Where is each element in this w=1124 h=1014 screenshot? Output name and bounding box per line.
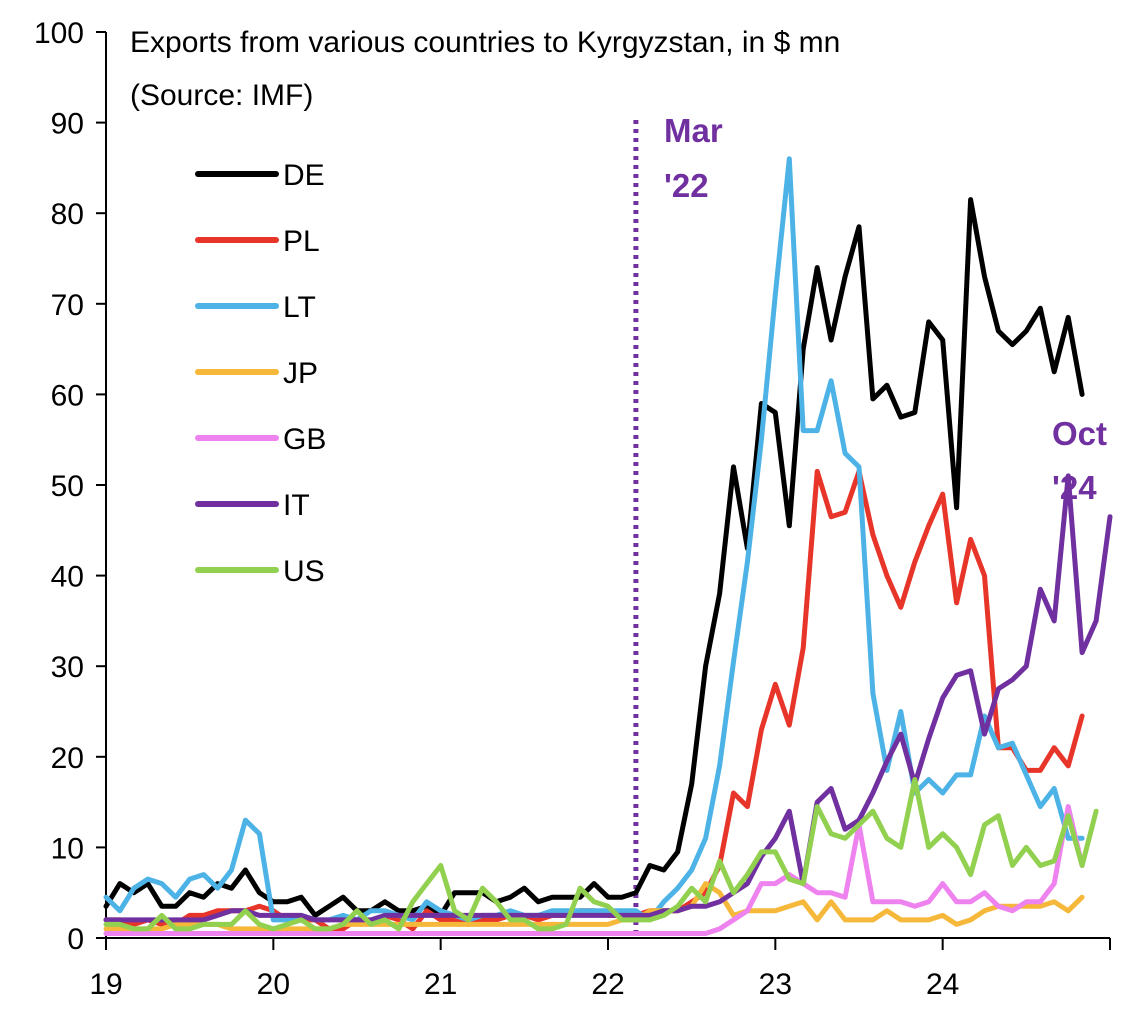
x-tick-label: 24 <box>926 968 959 1001</box>
x-tick-label: 19 <box>89 968 122 1001</box>
y-tick-label: 60 <box>51 379 84 412</box>
x-tick-label: 20 <box>257 968 290 1001</box>
annotations: Mar '22 Oct '24 <box>664 112 1107 506</box>
y-tick-label: 50 <box>51 470 84 503</box>
chart-title: Exports from various countries to Kyrgyz… <box>130 26 840 59</box>
legend-label-de: DE <box>283 159 325 192</box>
y-tick-label: 40 <box>51 561 84 594</box>
series-line-it <box>103 473 1113 923</box>
x-tick-label: 21 <box>424 968 457 1001</box>
y-tick-label: 80 <box>51 198 84 231</box>
y-tick-label: 100 <box>34 17 84 50</box>
series-lines <box>103 156 1113 936</box>
annotation-mar-22-line2: '22 <box>664 167 709 204</box>
legend-label-it: IT <box>283 489 310 522</box>
annotation-oct-24-line1: Oct <box>1052 415 1107 452</box>
chart-subtitle: (Source: IMF) <box>130 79 313 112</box>
legend-label-gb: GB <box>283 423 326 456</box>
legend: DE PL LT JP GB IT US <box>195 159 326 588</box>
y-tick-label: 70 <box>51 289 84 322</box>
y-tick-label: 20 <box>51 742 84 775</box>
legend-label-us: US <box>283 555 325 588</box>
x-tick-label: 23 <box>759 968 792 1001</box>
legend-label-pl: PL <box>283 225 320 258</box>
series-line-us <box>103 777 1099 932</box>
series-line-pl <box>103 468 1085 932</box>
series-line-gb <box>103 804 1085 936</box>
legend-label-jp: JP <box>283 357 318 390</box>
x-tick-label: 22 <box>591 968 624 1001</box>
legend-label-lt: LT <box>283 291 316 324</box>
y-tick-label: 30 <box>51 651 84 684</box>
annotation-oct-24-line2: '24 <box>1052 469 1097 506</box>
y-tick-label: 10 <box>51 832 84 865</box>
chart-title-group: Exports from various countries to Kyrgyz… <box>130 26 840 112</box>
y-tick-label: 0 <box>67 923 84 956</box>
y-tick-label: 90 <box>51 108 84 141</box>
series-line-lt <box>103 156 1085 923</box>
axes: 0 10 20 30 40 50 60 70 80 90 100 19 20 21 22 23 24 <box>34 17 1111 1001</box>
annotation-mar-22-line1: Mar <box>664 112 723 149</box>
